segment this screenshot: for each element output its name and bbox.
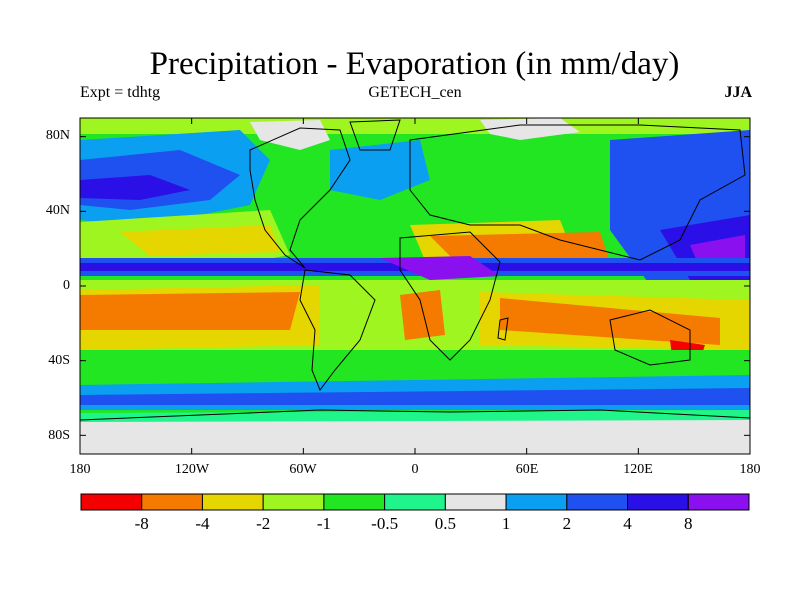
- x-tick-label: 60E: [515, 462, 539, 477]
- field-itcz-violet: [380, 256, 500, 280]
- colorbar-label: -2: [256, 514, 271, 533]
- coastline-north-america: [249, 127, 351, 269]
- coastline-greenland: [349, 119, 401, 151]
- y-tick-label: 40N: [45, 203, 70, 218]
- colorbar-label: -1: [316, 514, 331, 533]
- x-tick-label: 60W: [289, 462, 317, 477]
- colorbar-swatch: [262, 493, 325, 511]
- x-tick-label: 120W: [174, 462, 210, 477]
- y-tick-label: 80N: [45, 128, 70, 143]
- colorbar-swatch: [80, 493, 143, 511]
- colorbar: [80, 493, 750, 511]
- field-npacific-deep: [80, 175, 190, 200]
- field-arctic-grey: [250, 120, 330, 150]
- dataset-label: GETECH_cen: [368, 84, 462, 101]
- field-arctic-grey: [480, 118, 580, 140]
- coastline-antarctica: [80, 409, 750, 421]
- field-sahara-orange: [430, 232, 610, 266]
- field-arctic-band: [80, 118, 750, 134]
- y-tick-label: 80S: [48, 428, 70, 443]
- x-tick-label: 120E: [623, 462, 653, 477]
- colorbar-swatch: [444, 493, 507, 511]
- x-tick-label: 0: [411, 462, 419, 477]
- coastline-madagascar: [497, 317, 509, 341]
- field-sepac-orange: [80, 292, 300, 330]
- colorbar-label: 2: [562, 514, 572, 533]
- coastline-australia: [609, 309, 691, 366]
- colorbar-label: 0.5: [434, 514, 456, 533]
- y-tick-label: 40S: [48, 353, 70, 368]
- field-satl-orange: [400, 290, 445, 340]
- colorbar-label: 1: [501, 514, 511, 533]
- colorbar-swatch: [201, 493, 264, 511]
- colorbar-swatch: [141, 493, 203, 511]
- colorbar-label: 8: [684, 514, 693, 533]
- colorbar-swatch: [687, 493, 750, 511]
- y-tick-label: 0: [63, 278, 70, 293]
- colorbar-swatch: [384, 493, 446, 511]
- coastline-eurasia: [409, 124, 746, 261]
- field-npac-yellow: [120, 225, 280, 256]
- field-layer: [80, 118, 750, 454]
- colorbar-swatch: [323, 493, 386, 511]
- field-natlantic-blue: [330, 140, 430, 200]
- coastlines: [80, 119, 750, 421]
- coastline-africa: [399, 231, 501, 361]
- map-title: Precipitation - Evaporation (in mm/day): [149, 46, 680, 82]
- colorbar-label: -4: [195, 514, 210, 533]
- x-tick-label: 180: [69, 462, 91, 477]
- colorbar-label: -0.5: [371, 514, 399, 533]
- axis-ticks: [79, 118, 751, 454]
- coastline-south-america: [299, 269, 376, 392]
- colorbar-label: -8: [134, 514, 149, 533]
- colorbar-label: 4: [623, 514, 632, 533]
- season-label: JJA: [724, 84, 752, 101]
- colorbar-swatch: [566, 493, 629, 511]
- field-socean-dark: [80, 388, 750, 405]
- experiment-label: Expt = tdhtg: [80, 84, 161, 101]
- colorbar-swatch: [627, 493, 689, 511]
- colorbar-swatch: [505, 493, 568, 511]
- x-tick-label: 180: [739, 462, 761, 477]
